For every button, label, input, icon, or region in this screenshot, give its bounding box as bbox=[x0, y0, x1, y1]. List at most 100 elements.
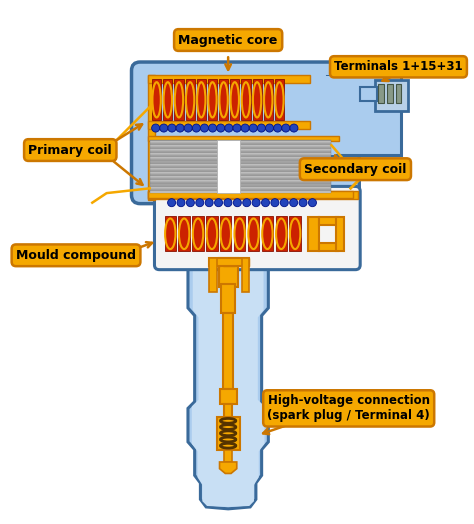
Bar bbox=[150, 165, 331, 166]
Text: Secondary coil: Secondary coil bbox=[304, 162, 407, 176]
Bar bbox=[224, 403, 232, 418]
Polygon shape bbox=[188, 255, 268, 509]
Circle shape bbox=[186, 199, 194, 206]
Bar bbox=[148, 75, 310, 83]
Bar bbox=[186, 79, 195, 121]
Circle shape bbox=[177, 199, 185, 206]
Bar bbox=[150, 162, 331, 165]
Bar bbox=[150, 180, 331, 182]
Bar bbox=[209, 258, 249, 266]
Text: Magnetic core: Magnetic core bbox=[179, 34, 278, 47]
Bar bbox=[148, 122, 310, 129]
Circle shape bbox=[241, 124, 249, 132]
Bar bbox=[396, 84, 401, 103]
Circle shape bbox=[243, 199, 251, 206]
Bar bbox=[148, 136, 339, 141]
Bar bbox=[163, 79, 173, 121]
Bar bbox=[223, 313, 233, 389]
Bar bbox=[150, 151, 331, 153]
Bar bbox=[150, 139, 331, 141]
Bar bbox=[317, 81, 336, 150]
Bar bbox=[217, 139, 240, 193]
Bar bbox=[150, 182, 331, 183]
FancyBboxPatch shape bbox=[131, 62, 359, 204]
Bar bbox=[150, 155, 331, 157]
Bar bbox=[374, 80, 408, 111]
Bar bbox=[150, 141, 331, 144]
Bar bbox=[319, 217, 338, 225]
Text: High-voltage connection
(spark plug / Terminal 4): High-voltage connection (spark plug / Te… bbox=[267, 395, 430, 422]
Circle shape bbox=[265, 124, 273, 132]
Bar bbox=[150, 183, 331, 185]
Bar bbox=[174, 79, 183, 121]
Bar bbox=[150, 172, 331, 174]
Polygon shape bbox=[219, 462, 237, 474]
Bar bbox=[327, 77, 401, 155]
Bar bbox=[242, 258, 249, 292]
Bar bbox=[150, 178, 331, 180]
Circle shape bbox=[262, 199, 270, 206]
Bar bbox=[150, 157, 331, 159]
Bar bbox=[150, 174, 331, 176]
Bar bbox=[197, 79, 206, 121]
Bar bbox=[378, 84, 384, 103]
Bar bbox=[152, 79, 161, 121]
Bar bbox=[208, 79, 217, 121]
Circle shape bbox=[299, 199, 307, 206]
Bar bbox=[336, 217, 344, 250]
Circle shape bbox=[252, 199, 260, 206]
Circle shape bbox=[273, 124, 282, 132]
Bar bbox=[217, 417, 240, 451]
Circle shape bbox=[201, 124, 209, 132]
Circle shape bbox=[192, 124, 201, 132]
Circle shape bbox=[257, 124, 265, 132]
Bar bbox=[150, 149, 331, 151]
Bar bbox=[262, 216, 273, 252]
Bar bbox=[224, 451, 232, 462]
Circle shape bbox=[282, 124, 290, 132]
Bar bbox=[150, 191, 331, 193]
Bar bbox=[223, 258, 235, 266]
Bar bbox=[150, 160, 331, 162]
Bar bbox=[275, 216, 287, 252]
Circle shape bbox=[152, 124, 160, 132]
Bar bbox=[317, 77, 336, 155]
Bar bbox=[209, 258, 217, 292]
Bar bbox=[192, 216, 204, 252]
Bar bbox=[360, 87, 377, 101]
Bar bbox=[150, 147, 331, 149]
Circle shape bbox=[309, 199, 317, 206]
Circle shape bbox=[280, 199, 288, 206]
Bar bbox=[219, 79, 228, 121]
Bar bbox=[248, 216, 259, 252]
Circle shape bbox=[205, 199, 213, 206]
Circle shape bbox=[271, 199, 279, 206]
Circle shape bbox=[196, 199, 204, 206]
Bar bbox=[178, 216, 190, 252]
Circle shape bbox=[209, 124, 217, 132]
Circle shape bbox=[217, 124, 225, 132]
Bar bbox=[319, 243, 338, 250]
FancyBboxPatch shape bbox=[155, 187, 360, 270]
Circle shape bbox=[233, 124, 241, 132]
Bar bbox=[150, 188, 331, 189]
Circle shape bbox=[176, 124, 184, 132]
Bar bbox=[219, 258, 238, 287]
Bar bbox=[264, 79, 273, 121]
Circle shape bbox=[249, 124, 257, 132]
Bar bbox=[148, 191, 354, 198]
Text: Primary coil: Primary coil bbox=[28, 144, 112, 157]
Bar bbox=[209, 258, 220, 266]
Bar bbox=[241, 79, 251, 121]
Bar bbox=[238, 258, 249, 266]
Bar bbox=[150, 153, 331, 155]
Bar bbox=[148, 191, 358, 199]
Bar bbox=[387, 84, 393, 103]
Circle shape bbox=[233, 199, 241, 206]
Bar bbox=[150, 168, 331, 170]
Bar bbox=[150, 189, 331, 191]
Bar bbox=[290, 216, 301, 252]
Bar bbox=[150, 170, 331, 172]
Bar bbox=[234, 216, 245, 252]
Text: Mould compound: Mould compound bbox=[16, 249, 136, 262]
